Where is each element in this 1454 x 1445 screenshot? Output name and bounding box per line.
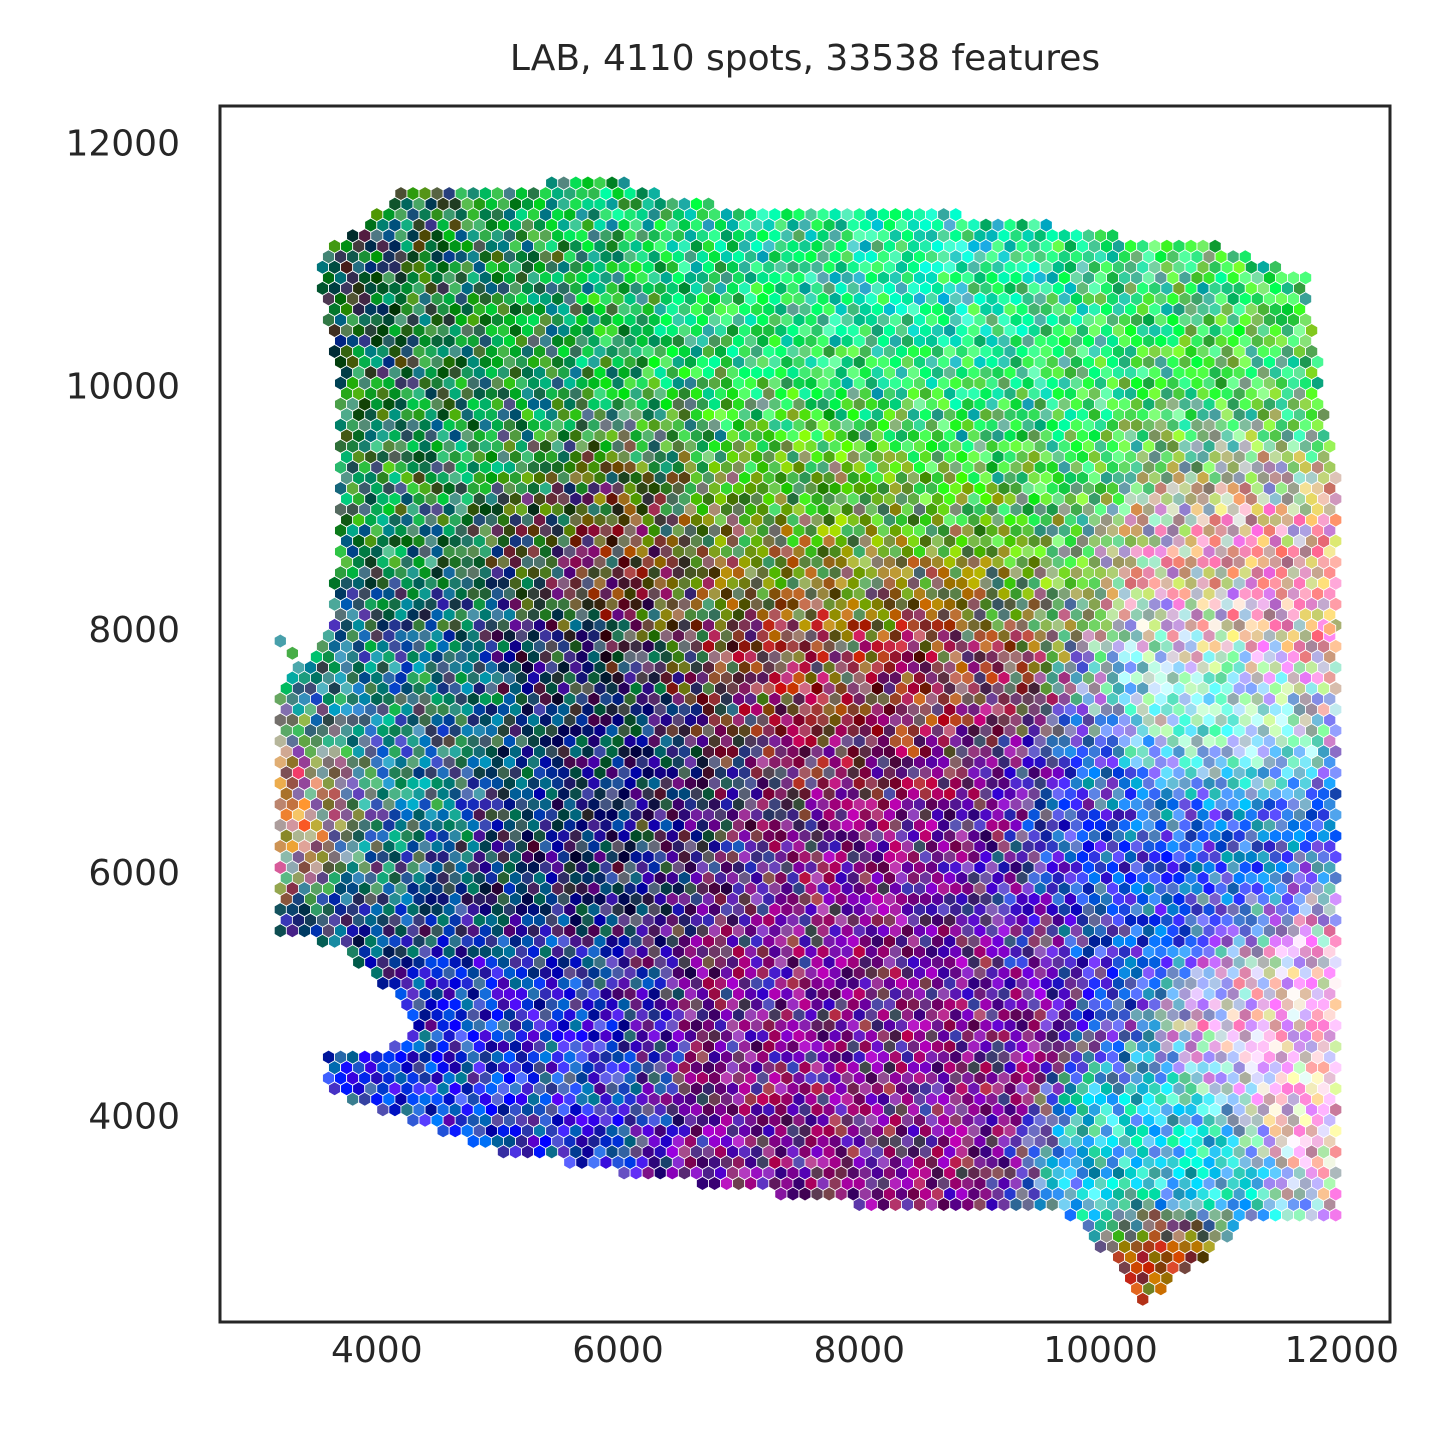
- spots-layer: [273, 175, 1343, 1307]
- spot: [358, 1049, 372, 1065]
- spot: [322, 1049, 335, 1065]
- spot: [291, 660, 305, 675]
- spot: [334, 1049, 348, 1065]
- spot: [346, 1049, 360, 1065]
- spot: [388, 1039, 402, 1054]
- chart-title: LAB, 4110 spots, 33538 features: [509, 38, 1101, 79]
- spot: [370, 1049, 384, 1065]
